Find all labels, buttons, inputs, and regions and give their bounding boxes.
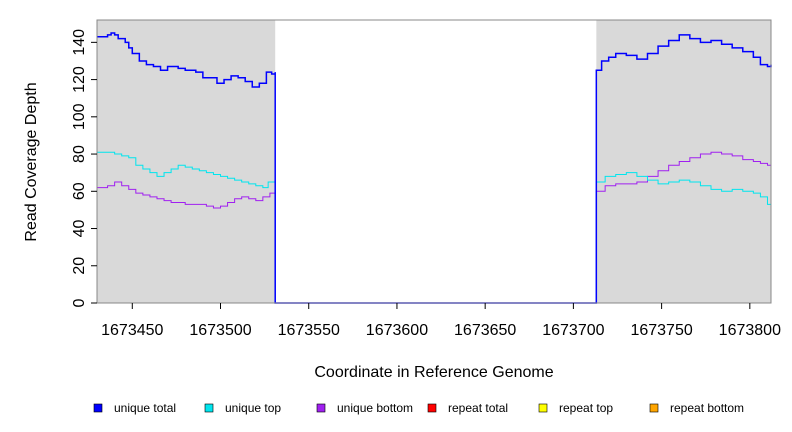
shaded-regions (97, 20, 771, 303)
x-axis: 1673450 1673500 1673550 1673600 1673650 16737… (101, 303, 781, 339)
y-tick-label: 80 (71, 145, 88, 163)
series-line-unique-top (97, 151, 772, 304)
legend-swatch-unique-bottom (316, 403, 326, 413)
legend: unique total unique top unique bottom repea… (93, 401, 744, 415)
x-tick-label: 1673450 (101, 322, 163, 339)
legend-label-unique-top: unique top (225, 401, 281, 415)
series-line-unique-bottom (97, 151, 772, 304)
series-line-unique-total (97, 32, 772, 304)
legend-swatch-repeat-bottom (649, 403, 659, 413)
y-tick-label: 20 (71, 257, 88, 275)
y-tick-label: 60 (71, 182, 88, 200)
legend-label-unique-bottom: unique bottom (337, 401, 413, 415)
legend-swatch-unique-total (93, 403, 103, 413)
y-tick-label: 40 (71, 220, 88, 238)
y-tick-label: 120 (71, 66, 88, 93)
legend-swatch-repeat-top (538, 403, 548, 413)
x-tick-label: 1673500 (189, 322, 251, 339)
y-tick-label: 0 (71, 298, 88, 307)
legend-swatch-unique-top (204, 403, 214, 413)
y-tick-label: 100 (71, 103, 88, 130)
legend-label-repeat-total: repeat total (448, 401, 508, 415)
shaded-region-1 (97, 20, 276, 303)
x-axis-title: Coordinate in Reference Genome (314, 364, 553, 381)
y-tick-label: 140 (71, 29, 88, 56)
x-tick-label: 1673600 (366, 322, 428, 339)
y-axis: 0 20 40 60 80 100 120 140 (71, 29, 97, 307)
legend-label-unique-total: unique total (114, 401, 176, 415)
legend-label-repeat-top: repeat top (559, 401, 613, 415)
x-tick-label: 1673650 (454, 322, 516, 339)
y-axis-title: Read Coverage Depth (23, 82, 40, 241)
legend-label-repeat-bottom: repeat bottom (670, 401, 744, 415)
x-tick-label: 1673550 (278, 322, 340, 339)
x-tick-label: 1673700 (542, 322, 604, 339)
x-tick-label: 1673750 (630, 322, 692, 339)
x-tick-label: 1673800 (719, 322, 781, 339)
plot-frame (96, 19, 772, 304)
legend-swatch-repeat-total (427, 403, 437, 413)
